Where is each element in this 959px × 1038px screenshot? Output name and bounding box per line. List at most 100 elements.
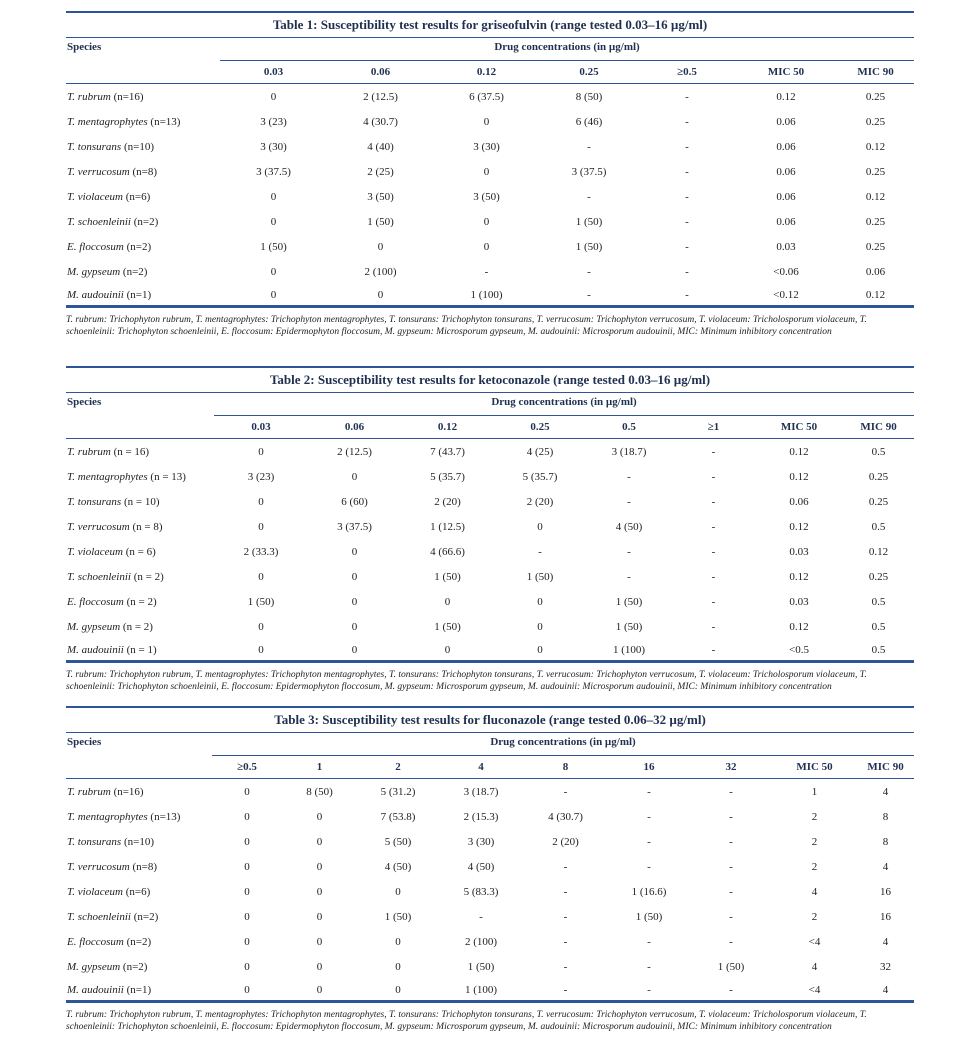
species-name: T. rubrum [67, 445, 111, 458]
value-cell: 0.12 [789, 620, 809, 633]
value-cell: 3 (37.5) [337, 520, 372, 533]
value-cell: 1 (100) [586, 639, 672, 663]
value-cell: - [711, 570, 716, 583]
value-cell: 2 (25) [367, 165, 394, 178]
value-cell: - [685, 140, 689, 153]
value-cell: 6 (46) [575, 115, 603, 128]
value-cell: 2 (15.3) [463, 810, 499, 823]
value-cell: - [711, 620, 716, 633]
table-footnote: T. rubrum: Trichophyton rubrum, T. menta… [66, 315, 867, 337]
column-header: 2 [357, 755, 439, 779]
species-count: (n=10) [123, 140, 154, 153]
species-cell: T. violaceum (n=6) [66, 184, 220, 209]
species-count: (n=2) [126, 935, 152, 948]
value-cell: 0 [351, 570, 358, 583]
column-header: 0.5 [586, 415, 672, 439]
value-cell: 0 [244, 960, 250, 973]
value-cell: 3 (37.5) [256, 165, 291, 178]
table-footnote: T. rubrum: Trichophyton rubrum, T. menta… [66, 1010, 867, 1032]
column-header: ≥1 [672, 415, 755, 439]
value-cell: - [538, 545, 542, 558]
value-cell: 16 [880, 885, 892, 898]
species-cell: E. floccosum (n = 2) [66, 589, 214, 614]
species-cell: M. gypseum (n=2) [66, 954, 212, 979]
value-cell: 1 (100) [439, 979, 523, 1003]
group-row: Species Drug concentrations (in µg/ml) [66, 37, 915, 84]
value-cell: 0 [351, 545, 358, 558]
species-name: M. gypseum [67, 265, 121, 278]
value-cell: 0.12 [865, 140, 886, 153]
value-cell: 4 [882, 860, 889, 873]
species-name: M. gypseum [67, 620, 121, 633]
value-cell: - [563, 860, 568, 873]
value-cell: - [639, 284, 735, 308]
species-count: (n=2) [133, 215, 159, 228]
column-header: ≥0.5 [212, 755, 282, 779]
column-header: MIC 90 [837, 60, 915, 84]
value-cell: 0.06 [776, 140, 796, 153]
species-cell: T. schoenleinii (n=2) [66, 904, 212, 929]
species-count: (n=1) [126, 288, 152, 301]
value-cell: 8 (50) [306, 785, 333, 798]
value-cell: 0 [316, 960, 323, 973]
value-cell: - [685, 90, 689, 103]
value-cell: 1 (50) [384, 910, 412, 923]
species-name: T. violaceum [67, 885, 124, 898]
value-cell: 0.12 [776, 90, 796, 103]
value-cell: 0 [351, 470, 358, 483]
species-count: (n = 1) [126, 643, 157, 656]
value-cell: 3 (30) [260, 140, 287, 153]
table-row: T. verrucosum (n=8) 3 (37.5) 2 (25) 0 3 (37.… [66, 159, 914, 184]
species-cell: E. floccosum (n=2) [66, 234, 220, 259]
value-cell: 1 (50) [260, 240, 287, 253]
species-count: (n = 2) [133, 570, 164, 583]
value-cell: 0 [282, 979, 357, 1003]
species-cell: E. floccosum (n=2) [66, 929, 212, 954]
species-count: (n = 2) [122, 620, 153, 633]
species-cell: T. rubrum (n=16) [66, 84, 220, 110]
value-cell: 5 (35.7) [430, 470, 465, 483]
group-row: Species Drug concentrations (in µg/ml) [66, 392, 915, 439]
data-table: Table 3: Susceptibility test results for… [66, 706, 915, 1003]
species-name: E. floccosum [67, 595, 124, 608]
value-cell: 1 (50) [717, 960, 745, 973]
species-cell: M. audouinii (n=1) [66, 979, 212, 1003]
group-header: Drug concentrations (in µg/ml) [212, 732, 915, 756]
value-cell: 0.5 [871, 620, 886, 633]
table-header: Table 3: Susceptibility test results for… [66, 706, 915, 779]
table-header: Table 2: Susceptibility test results for… [66, 366, 915, 439]
value-cell: 0 [244, 810, 250, 823]
title-row: Table 2: Susceptibility test results for… [66, 366, 915, 393]
value-cell: 0 [483, 240, 490, 253]
value-cell: 0.5 [843, 639, 915, 663]
species-name: T. schoenleinii [67, 570, 131, 583]
table-row: T. tonsurans (n=10) 0 0 5 (50) 3 (30) 2 (20) -… [66, 829, 914, 854]
value-cell: 0 [308, 639, 401, 663]
value-cell: 2 (20) [434, 495, 461, 508]
value-cell: 0.06 [776, 115, 796, 128]
species-name: T. tonsurans [67, 140, 122, 153]
value-cell: 1 (50) [575, 240, 603, 253]
species-cell: T. verrucosum (n = 8) [66, 514, 214, 539]
value-cell: 0 [316, 860, 323, 873]
value-cell: 0 [244, 860, 250, 873]
value-cell: 0 [316, 935, 323, 948]
value-cell: 2 [811, 860, 818, 873]
column-header: 0.03 [220, 60, 327, 84]
value-cell: - [647, 960, 651, 973]
value-cell: 0.5 [871, 595, 886, 608]
species-cell: M. gypseum (n=2) [66, 259, 220, 284]
species-count: (n=13) [150, 810, 181, 823]
species-cell: T. mentagrophytes (n = 13) [66, 464, 214, 489]
table-row: M. gypseum (n=2) 0 0 0 1 (50) - - 1 (50) 4 32 [66, 954, 914, 979]
column-header: ≥0.5 [639, 60, 735, 84]
value-cell: - [479, 910, 483, 923]
group-header: Drug concentrations (in µg/ml) [214, 392, 915, 416]
table-row: T. mentagrophytes (n = 13) 3 (23) 0 5 (35.7… [66, 464, 914, 489]
value-cell: 4 (50) [384, 860, 412, 873]
value-cell: 0.03 [789, 595, 809, 608]
value-cell: - [587, 140, 591, 153]
value-cell: 0 [537, 595, 543, 608]
value-cell: - [539, 284, 639, 308]
species-name: T. schoenleinii [67, 215, 131, 228]
